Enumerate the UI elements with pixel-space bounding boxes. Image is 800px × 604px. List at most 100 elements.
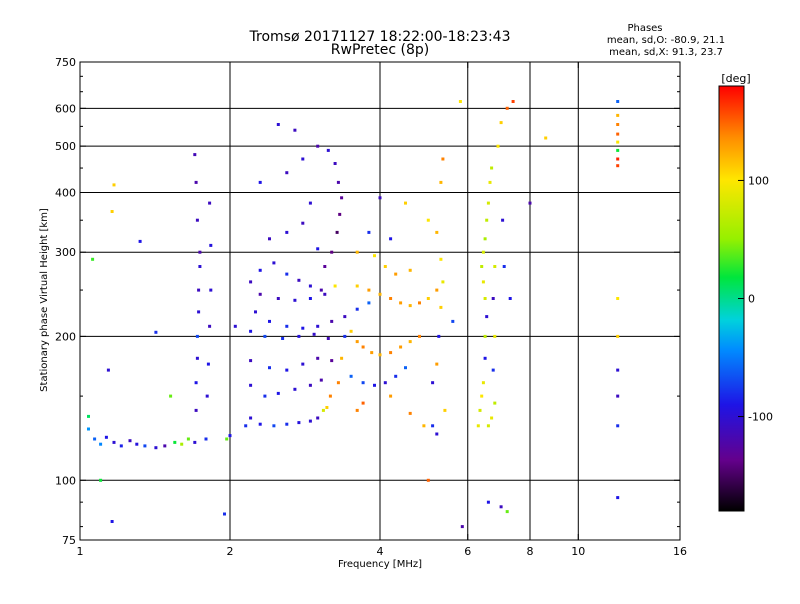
data-point	[297, 334, 301, 338]
data-point	[389, 351, 393, 355]
data-point	[367, 288, 371, 292]
data-point	[441, 280, 445, 284]
data-point	[285, 368, 289, 372]
data-point	[616, 164, 620, 168]
colorbar-tick-label: 100	[748, 174, 769, 187]
data-point	[616, 424, 620, 428]
data-point	[355, 250, 359, 254]
data-point	[308, 419, 312, 423]
data-point	[478, 408, 482, 412]
colorbar: 100 0 -100	[718, 85, 773, 512]
data-point	[285, 324, 289, 328]
data-point	[343, 334, 347, 338]
data-point	[367, 230, 371, 234]
y-tick-label: 100	[55, 474, 76, 487]
data-point	[616, 368, 620, 372]
data-point	[616, 334, 620, 338]
data-point	[198, 250, 202, 254]
data-point	[285, 422, 289, 426]
data-point	[293, 387, 297, 391]
data-point	[505, 106, 509, 110]
data-point	[276, 297, 280, 300]
data-point	[544, 136, 548, 140]
x-tick-label: 4	[377, 545, 384, 558]
data-point	[112, 183, 116, 187]
data-point	[616, 132, 620, 136]
data-point	[143, 444, 147, 448]
data-point	[481, 250, 485, 254]
colorbar-label: [deg]	[721, 72, 750, 85]
plot-area	[80, 62, 680, 540]
data-point	[422, 424, 426, 428]
data-point	[460, 525, 464, 529]
data-point	[370, 351, 374, 355]
data-point	[87, 427, 90, 431]
data-point	[418, 301, 421, 305]
data-point	[297, 278, 301, 282]
data-point	[481, 381, 485, 385]
data-point	[308, 284, 312, 288]
data-point	[349, 329, 353, 333]
data-point	[399, 345, 403, 349]
data-point	[476, 424, 480, 428]
scatter-points	[87, 100, 620, 529]
data-point	[373, 383, 376, 387]
data-point	[394, 374, 398, 378]
data-point	[437, 334, 441, 338]
data-point	[197, 288, 201, 292]
data-point	[208, 324, 212, 328]
data-point	[330, 359, 334, 363]
data-point	[223, 512, 226, 516]
data-point	[499, 505, 503, 509]
data-point	[325, 406, 329, 409]
info-heading: Phases	[627, 23, 662, 34]
data-point	[193, 440, 197, 444]
data-point	[355, 340, 359, 344]
data-point	[490, 166, 494, 170]
data-point	[186, 437, 190, 441]
data-point	[204, 437, 208, 441]
data-point	[528, 201, 532, 205]
x-tick-label: 8	[527, 545, 534, 558]
data-point	[169, 394, 173, 398]
data-point	[272, 424, 276, 428]
data-point	[485, 218, 489, 222]
data-point	[263, 334, 267, 338]
data-point	[297, 421, 301, 425]
data-point	[511, 100, 515, 103]
data-point	[195, 356, 199, 360]
y-tick-label: 400	[55, 186, 76, 199]
data-point	[110, 520, 114, 523]
y-tick-label: 300	[55, 246, 76, 259]
data-point	[228, 434, 232, 438]
data-point	[301, 157, 305, 161]
data-point	[197, 310, 201, 314]
data-point	[502, 265, 506, 268]
data-point	[426, 218, 430, 222]
data-point	[244, 424, 248, 428]
data-point	[321, 408, 325, 412]
data-point	[249, 383, 253, 387]
data-point	[389, 237, 393, 241]
data-point	[112, 440, 116, 444]
data-point	[301, 221, 305, 225]
data-point	[99, 478, 103, 482]
data-point	[258, 180, 262, 184]
data-point	[293, 128, 297, 132]
data-point	[361, 345, 365, 349]
data-point	[258, 268, 262, 272]
data-point	[316, 144, 320, 148]
data-point	[488, 180, 492, 184]
data-point	[249, 359, 253, 363]
y-tick-label: 600	[55, 102, 76, 115]
data-point	[404, 366, 407, 370]
data-point	[99, 442, 103, 446]
data-point	[355, 307, 359, 311]
data-point	[173, 440, 177, 444]
data-point	[431, 381, 435, 385]
data-point	[394, 272, 398, 276]
data-point	[616, 297, 620, 300]
data-point	[435, 362, 439, 366]
data-point	[194, 180, 198, 184]
data-point	[355, 408, 359, 412]
